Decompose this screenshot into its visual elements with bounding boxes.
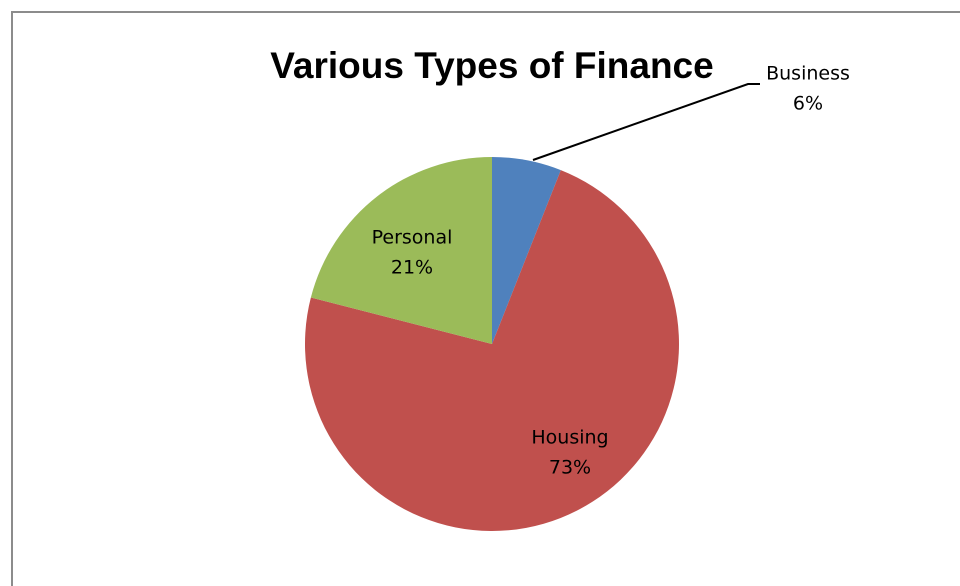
pie-slice (492, 157, 561, 344)
slice-value-label: 73% (549, 457, 591, 479)
slice-value-label: 21% (391, 257, 433, 279)
slice-category-label: Personal (372, 227, 453, 249)
leader-line (532, 83, 760, 161)
pie-slice (310, 157, 492, 344)
chart-title: Various Types of Finance (270, 45, 713, 86)
slice-category-label: Business (766, 63, 850, 85)
pie-slice (305, 170, 679, 532)
slice-category-label: Housing (531, 427, 608, 449)
slice-value-label: 6% (793, 93, 823, 115)
